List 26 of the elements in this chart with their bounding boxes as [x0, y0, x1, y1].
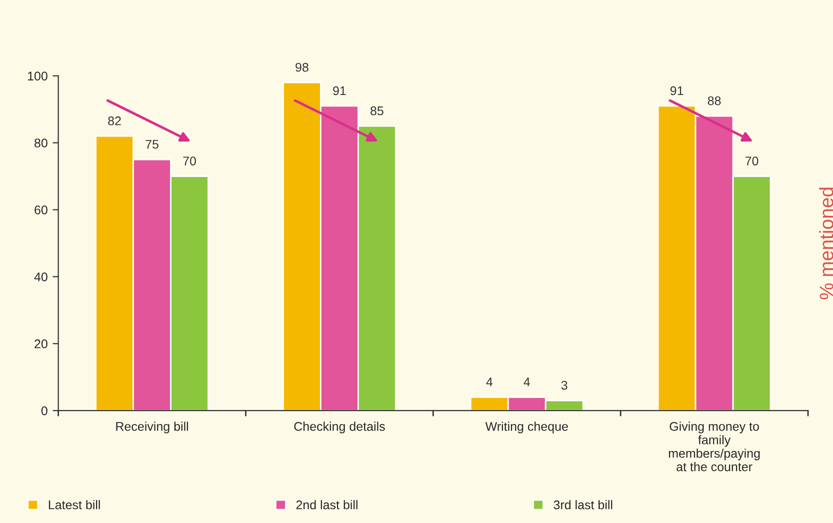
- x-tick-label: Receiving bill: [116, 422, 188, 434]
- data-label: 70: [745, 156, 758, 166]
- data-label: 82: [108, 116, 121, 126]
- x-tick-label: Writing cheque: [485, 422, 568, 434]
- data-label: 91: [670, 86, 684, 96]
- y-tick-label: 0: [41, 406, 48, 416]
- data-label: 98: [296, 62, 308, 72]
- y-tick-label: 20: [34, 339, 48, 348]
- data-label: 3: [561, 380, 568, 390]
- data-label: 85: [370, 106, 384, 116]
- data-label: 70: [183, 156, 196, 166]
- data-label: 91: [333, 86, 346, 96]
- y-tick-label: 40: [34, 272, 48, 282]
- data-label: 4: [486, 378, 492, 386]
- y-axis-title: % mentioned: [819, 188, 833, 300]
- x-tick-label: Giving money to family members/paying at the counter: [668, 422, 760, 472]
- x-tick-label: Checking details: [294, 422, 385, 434]
- y-tick-label: 100: [28, 72, 48, 80]
- legend-label: Latest bill: [48, 500, 100, 510]
- data-label: 75: [146, 140, 158, 149]
- legend-label: 3rd last bill: [554, 500, 612, 510]
- data-label: 88: [708, 96, 721, 106]
- y-tick-label: 60: [34, 206, 48, 214]
- legend-label: 2nd last bill: [296, 500, 358, 510]
- y-tick-label: 80: [34, 138, 48, 148]
- data-label: 4: [524, 378, 530, 386]
